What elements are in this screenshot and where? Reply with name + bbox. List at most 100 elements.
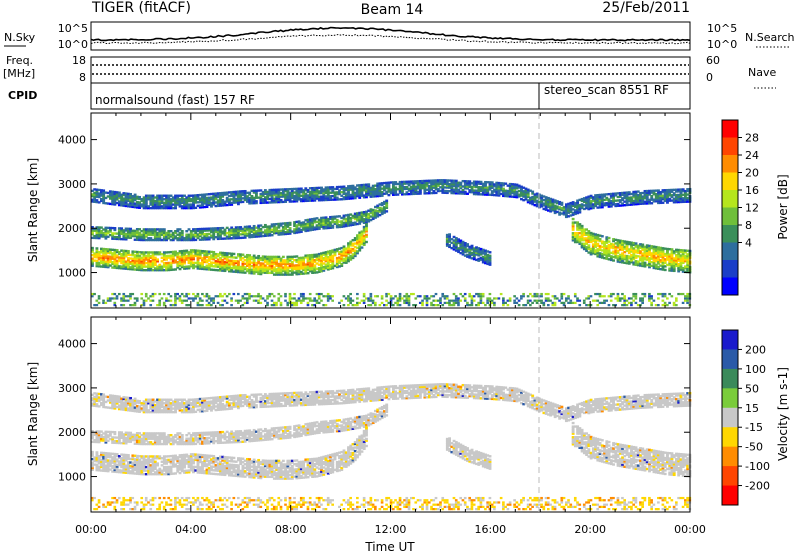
power-cell	[268, 230, 272, 234]
power-cell	[657, 189, 660, 192]
power-cell	[189, 237, 193, 240]
power-cell	[546, 200, 550, 203]
power-cell	[371, 215, 375, 219]
power-cell	[513, 190, 517, 193]
power-cell	[403, 301, 406, 305]
power-cell	[187, 304, 191, 307]
power-cell	[576, 211, 580, 215]
power-cell	[686, 299, 689, 302]
power-cell	[126, 257, 130, 260]
power-cell	[477, 193, 481, 196]
power-cell	[677, 254, 681, 257]
power-cell	[126, 198, 130, 201]
power-cell	[268, 225, 272, 228]
power-cell	[284, 222, 288, 225]
power-cell	[580, 199, 584, 203]
power-cell	[425, 181, 429, 184]
power-cell	[174, 261, 177, 264]
power-cell	[338, 256, 341, 259]
power-cell	[490, 191, 494, 195]
power-cell	[418, 188, 422, 192]
power-cell	[582, 299, 586, 302]
power-cell	[684, 191, 687, 195]
power-cell	[228, 268, 231, 271]
power-cell	[434, 184, 438, 187]
power-cell	[290, 301, 294, 305]
power-cell	[385, 204, 389, 208]
power-cell	[156, 258, 159, 261]
power-cell	[488, 182, 492, 186]
power-cell	[252, 201, 256, 205]
power-cell	[230, 230, 234, 233]
power-cell	[484, 253, 487, 256]
power-cell	[313, 199, 317, 202]
power-cell	[270, 194, 274, 197]
power-cell	[326, 193, 330, 196]
power-cell	[542, 198, 546, 202]
power-cell	[661, 194, 665, 197]
power-cell	[347, 197, 350, 200]
power-cell	[311, 268, 314, 271]
power-cell	[185, 304, 188, 307]
power-cell	[147, 194, 151, 197]
power-cell	[147, 261, 151, 265]
power-cell	[582, 228, 586, 231]
power-cell	[304, 196, 308, 199]
power-cell	[117, 258, 121, 261]
power-cell	[272, 190, 276, 193]
power-cell	[612, 197, 615, 201]
power-cell	[171, 250, 175, 254]
power-cell	[198, 249, 202, 253]
power-cell	[657, 192, 660, 196]
power-cell	[351, 304, 355, 307]
power-cell	[165, 196, 168, 199]
power-cell	[412, 304, 415, 307]
power-cell	[421, 181, 425, 185]
power-cell	[299, 299, 303, 302]
power-cell	[102, 201, 106, 205]
power-cell	[596, 235, 600, 239]
power-cell	[544, 297, 548, 300]
power-cell	[666, 192, 669, 195]
power-cell	[598, 292, 602, 296]
power-cell	[403, 187, 407, 191]
power-cell	[306, 263, 310, 266]
power-cell	[95, 193, 99, 197]
power-cell	[126, 192, 130, 196]
power-cell	[416, 295, 420, 298]
power-cell	[322, 225, 326, 228]
power-cell	[495, 297, 498, 300]
power-cell	[293, 194, 297, 198]
power-cell	[183, 203, 186, 206]
power-cell	[605, 253, 609, 257]
power-cell	[201, 236, 204, 240]
power-cell	[618, 244, 622, 248]
power-cell	[576, 239, 580, 242]
power-cell	[124, 236, 128, 239]
power-cell	[493, 190, 496, 193]
power-cell	[111, 248, 115, 252]
power-cell	[607, 304, 611, 307]
power-cell	[91, 233, 94, 236]
power-cell	[214, 260, 218, 263]
power-cell	[356, 241, 359, 244]
power-cell	[212, 192, 216, 196]
power-cell	[618, 246, 622, 249]
nsearch-line	[90, 33, 691, 45]
power-cell	[97, 236, 101, 240]
power-cell	[468, 182, 472, 185]
power-cell	[158, 228, 162, 231]
power-cell	[254, 230, 258, 233]
power-cell	[614, 254, 618, 257]
power-cell	[349, 197, 353, 200]
power-cell	[252, 189, 256, 192]
power-cell	[329, 198, 332, 201]
power-cell	[621, 243, 624, 246]
power-cell	[302, 221, 305, 224]
power-cell	[472, 256, 476, 259]
power-cell	[374, 195, 377, 198]
power-cell	[189, 252, 193, 256]
power-cell	[609, 299, 613, 302]
power-cell	[454, 237, 458, 240]
power-cell	[160, 201, 164, 205]
